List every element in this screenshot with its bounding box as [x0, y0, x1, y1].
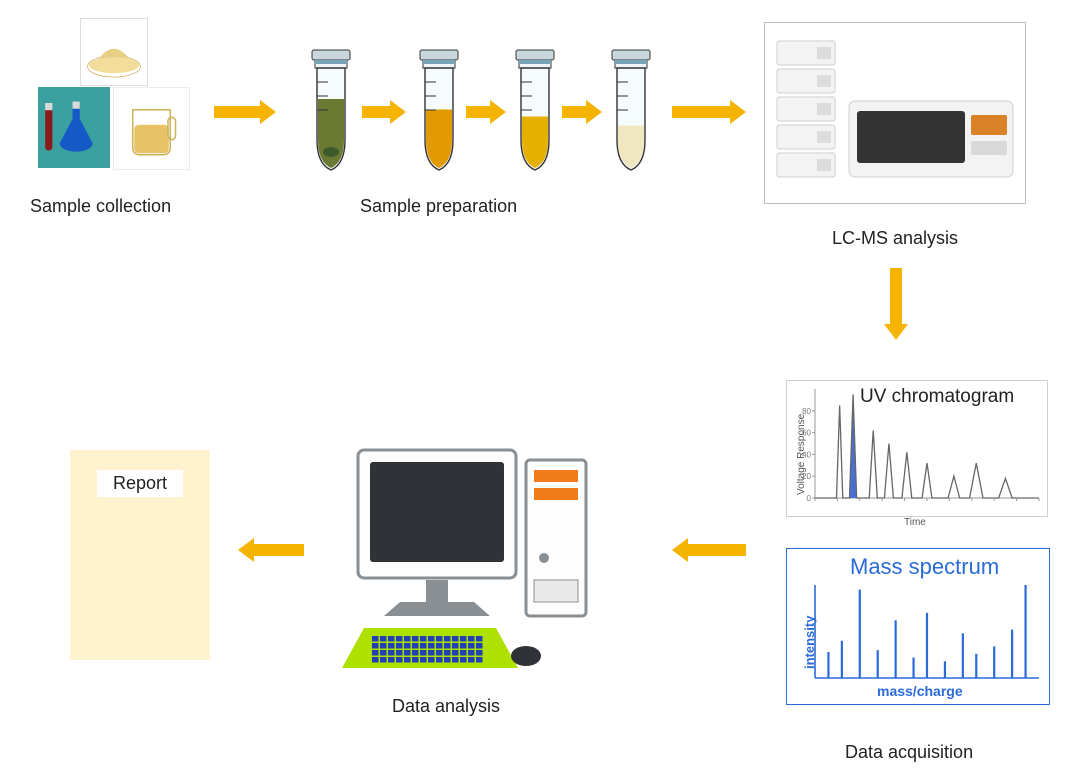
uv-chromatogram-title: UV chromatogram	[860, 386, 1014, 408]
mass-spectrum-title: Mass spectrum	[850, 554, 999, 580]
data-analysis-label: Data analysis	[392, 696, 500, 717]
svg-text:0: 0	[807, 494, 812, 503]
lcms-instrument-image	[764, 22, 1026, 204]
flow-arrow-4	[562, 100, 602, 124]
lcms-analysis-label: LC-MS analysis	[832, 228, 958, 249]
sample-collection-image	[38, 18, 188, 168]
sample-collection-label: Sample collection	[30, 196, 171, 217]
computer-image	[330, 440, 630, 680]
flow-arrow-5	[672, 100, 746, 124]
uv-chromatogram-ylabel: Voltage Response	[796, 414, 807, 495]
eppendorf-tube-1	[308, 48, 354, 176]
mass-spectrum-xlabel: mass/charge	[877, 683, 963, 699]
flow-arrow-7	[672, 538, 746, 562]
uv-chromatogram-xlabel: Time	[904, 517, 926, 528]
mass-spectrum-ylabel: intensity	[802, 616, 817, 669]
report-title: Report	[97, 470, 183, 497]
report-card: Report	[70, 450, 210, 660]
flow-arrow-2	[362, 100, 406, 124]
flow-arrow-6	[884, 268, 908, 340]
flow-arrow-3	[466, 100, 506, 124]
eppendorf-tube-2	[416, 48, 462, 176]
flow-arrow-1	[214, 100, 276, 124]
eppendorf-tube-3	[512, 48, 558, 176]
data-acquisition-label: Data acquisition	[845, 742, 973, 763]
sample-preparation-label: Sample preparation	[360, 196, 517, 217]
eppendorf-tube-4	[608, 48, 654, 176]
flow-arrow-8	[238, 538, 304, 562]
